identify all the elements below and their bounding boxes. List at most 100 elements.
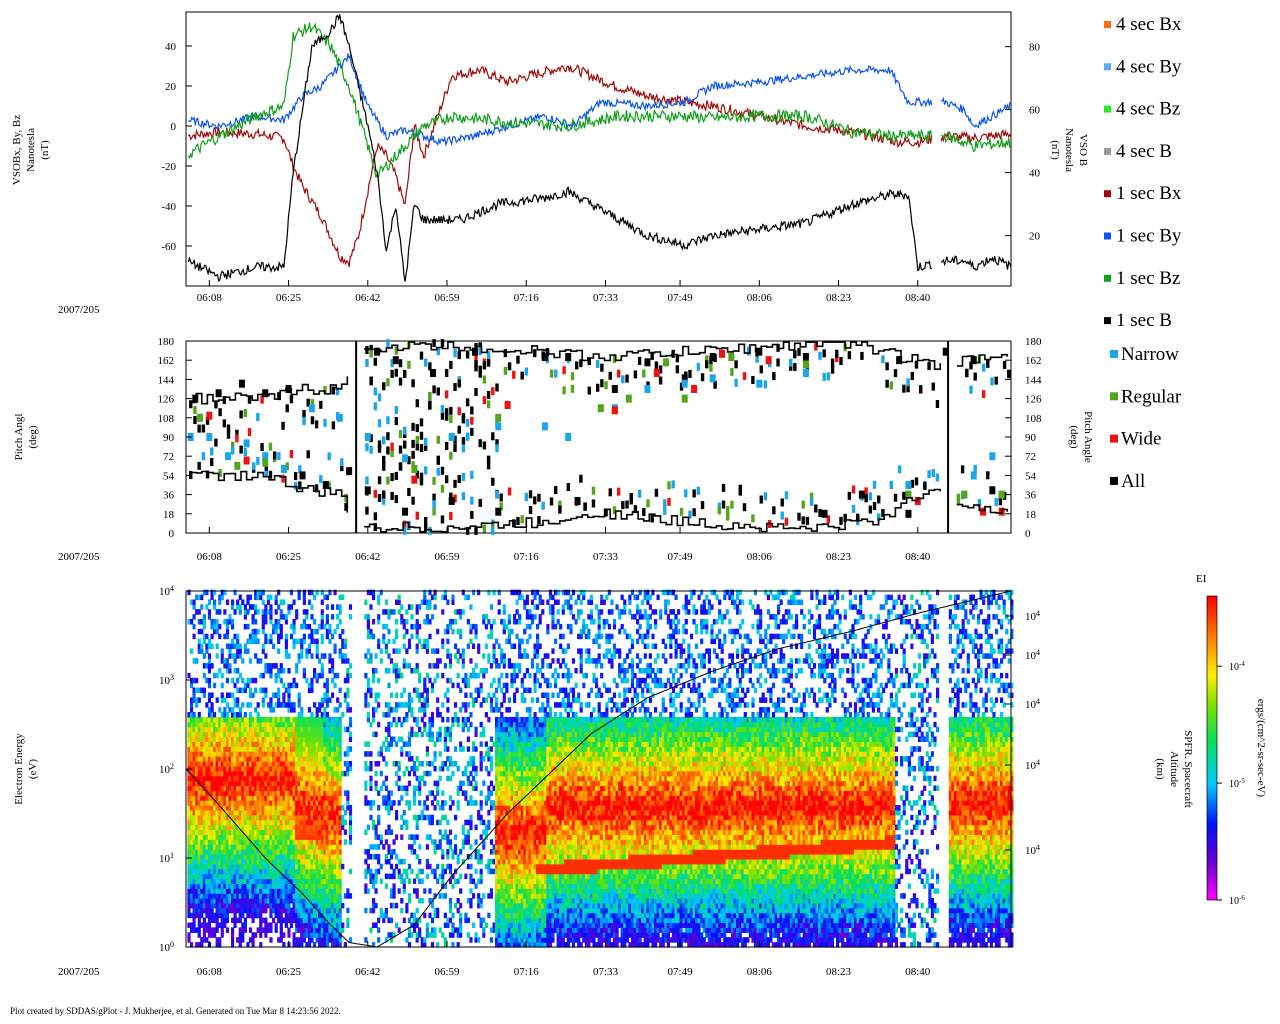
spec-cell bbox=[241, 795, 245, 801]
spec-cell bbox=[261, 609, 265, 615]
spec-cell bbox=[289, 731, 294, 738]
spec-cell bbox=[320, 633, 324, 640]
spec-cell bbox=[284, 761, 288, 767]
spec-cell bbox=[302, 609, 306, 615]
spec-cell bbox=[231, 898, 235, 904]
spec-cell bbox=[336, 741, 340, 747]
spec-cell bbox=[384, 761, 388, 767]
spec-cell bbox=[318, 790, 322, 796]
pitch-point bbox=[600, 379, 604, 388]
spec-cell bbox=[438, 893, 442, 899]
pitch-point bbox=[444, 390, 449, 399]
spec-cell bbox=[246, 594, 250, 601]
spec-cell bbox=[195, 716, 199, 723]
spec-cell bbox=[238, 844, 242, 850]
pitch-point bbox=[470, 406, 474, 415]
spec-cell bbox=[187, 775, 191, 782]
spec-cell bbox=[202, 834, 206, 840]
spec-cell bbox=[441, 863, 445, 870]
spec-cell bbox=[220, 898, 224, 904]
pitch-point bbox=[914, 360, 919, 369]
spec-cell bbox=[315, 927, 319, 933]
spec-cell bbox=[272, 716, 276, 723]
pitch-point bbox=[478, 439, 482, 448]
spec-cell bbox=[243, 643, 247, 649]
spec-cell bbox=[264, 726, 268, 733]
spec-cell bbox=[289, 775, 294, 782]
spec-cell bbox=[210, 746, 214, 752]
spec-cell bbox=[215, 765, 219, 772]
spec-cell bbox=[318, 726, 322, 733]
spec-cell bbox=[310, 677, 314, 684]
spec-cell bbox=[200, 775, 204, 782]
mag-ytick-label: 0 bbox=[171, 121, 177, 133]
pitch-point bbox=[193, 416, 197, 425]
spec-cell bbox=[279, 809, 283, 816]
spec-cell bbox=[331, 878, 335, 884]
pitch-sample-All bbox=[821, 509, 828, 518]
spec-cell bbox=[264, 736, 268, 742]
spec-cell bbox=[418, 638, 422, 645]
spec-cell bbox=[289, 805, 294, 811]
spec-cell bbox=[274, 814, 278, 821]
spec-cell bbox=[210, 888, 214, 894]
spec-cell bbox=[325, 780, 329, 787]
spec-cell bbox=[282, 868, 286, 875]
spec-cell bbox=[448, 677, 453, 684]
spec-cell bbox=[259, 746, 263, 752]
spec-cell bbox=[423, 589, 427, 596]
spec-cell bbox=[251, 902, 255, 909]
spec-cell bbox=[225, 858, 230, 865]
spec-cell bbox=[269, 746, 273, 752]
spec-cell bbox=[313, 907, 317, 914]
spec-cell bbox=[202, 770, 206, 777]
spec-cell bbox=[389, 741, 394, 747]
spec-cell bbox=[223, 819, 227, 826]
spec-cell bbox=[436, 907, 440, 914]
pitch-point bbox=[524, 493, 529, 502]
spec-cell bbox=[405, 628, 409, 635]
pitch-point bbox=[633, 505, 638, 514]
spec-cell bbox=[248, 741, 253, 747]
spec-cell bbox=[195, 898, 199, 904]
pitch-point bbox=[306, 398, 310, 407]
spec-cell bbox=[364, 702, 368, 708]
spec-cell bbox=[228, 756, 232, 762]
spec-cell bbox=[323, 697, 327, 703]
spec-cell bbox=[374, 731, 378, 738]
spec-cell bbox=[305, 623, 309, 630]
spec-cell bbox=[377, 854, 381, 860]
spec-cell bbox=[279, 902, 283, 909]
spec-cell bbox=[318, 824, 322, 831]
spec-cell bbox=[466, 682, 470, 689]
spec-cell bbox=[464, 873, 468, 880]
spec-cell bbox=[238, 736, 242, 742]
spec-cell bbox=[218, 795, 222, 801]
spec-cell bbox=[331, 746, 335, 752]
pitch-point bbox=[860, 351, 864, 360]
spec-cell bbox=[277, 834, 281, 840]
spec-cell bbox=[387, 726, 391, 733]
spec-cell bbox=[459, 746, 463, 752]
spec-cell bbox=[274, 922, 278, 928]
spec-cell bbox=[377, 834, 381, 840]
spec-cell bbox=[433, 751, 437, 757]
spec-cell bbox=[333, 805, 337, 811]
spec-cell bbox=[325, 790, 329, 796]
spec-cell bbox=[387, 932, 391, 938]
spec-cell bbox=[269, 770, 273, 777]
spec-cell bbox=[315, 736, 319, 742]
spec-cell bbox=[415, 834, 419, 840]
spec-cell bbox=[446, 599, 450, 605]
spec-cell bbox=[320, 917, 324, 924]
spec-cell bbox=[328, 902, 332, 909]
spec-cell bbox=[261, 927, 265, 933]
spec-cell bbox=[277, 873, 281, 880]
spec-cell bbox=[328, 829, 332, 835]
spec-cell bbox=[272, 785, 276, 791]
spec-cell bbox=[243, 741, 247, 747]
spec-cell bbox=[218, 780, 222, 787]
spec-cell bbox=[331, 907, 335, 914]
spec-cell bbox=[413, 761, 417, 767]
spec-cell bbox=[328, 780, 332, 787]
